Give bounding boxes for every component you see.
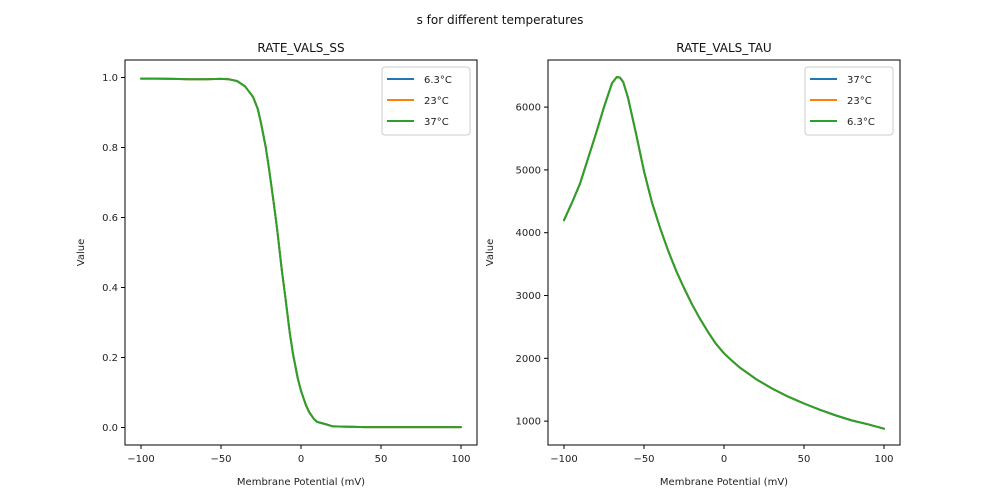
series-line-3 xyxy=(563,76,885,430)
x-tick-label: 50 xyxy=(798,454,811,465)
series-lines xyxy=(140,77,462,429)
x-tick-label: 100 xyxy=(874,454,893,465)
x-axis-label: Membrane Potential (mV) xyxy=(237,477,365,488)
y-tick-label: 0.4 xyxy=(102,283,118,294)
subplot-title: RATE_VALS_TAU xyxy=(676,41,771,55)
series-line-3 xyxy=(140,77,462,429)
y-tick-label: 6000 xyxy=(516,103,541,114)
series-lines xyxy=(563,76,885,430)
y-tick-label: 1.0 xyxy=(102,73,118,84)
y-tick-label: 3000 xyxy=(516,291,541,302)
legend: 6.3°C 23°C 37°C xyxy=(381,66,471,136)
x-tick-label: 100 xyxy=(451,454,470,465)
legend-label-2: 23°C xyxy=(847,96,872,107)
legend-box xyxy=(804,66,894,136)
legend: 37°C 23°C 6.3°C xyxy=(804,66,894,136)
subplot-title: RATE_VALS_SS xyxy=(257,41,344,55)
y-tick-label: 4000 xyxy=(516,228,541,239)
y-tick-label: 5000 xyxy=(516,165,541,176)
panels: RATE_VALS_SS −100 −50 0 50 100 0.0 0.2 0.4 0.6 0.8… xyxy=(76,41,901,488)
legend-label-3: 6.3°C xyxy=(847,117,875,128)
subplot-2: RATE_VALS_TAU −100 −50 0 50 100 1000 2000 3000 40… xyxy=(485,41,901,488)
y-tick-label: 2000 xyxy=(516,354,541,365)
y-axis-label: Value xyxy=(76,239,87,266)
x-tick-label: −50 xyxy=(210,454,231,465)
legend-label-3: 37°C xyxy=(424,117,449,128)
x-tick-label: 50 xyxy=(375,454,388,465)
y-tick-label: 1000 xyxy=(516,417,541,428)
x-tick-label: −100 xyxy=(127,454,154,465)
figure-suptitle: s for different temperatures xyxy=(417,13,584,27)
x-axis-label: Membrane Potential (mV) xyxy=(660,477,788,488)
legend-label-2: 23°C xyxy=(424,96,449,107)
y-tick-label: 0.8 xyxy=(102,143,118,154)
y-tick-label: 0.2 xyxy=(102,353,118,364)
legend-box xyxy=(381,66,471,136)
legend-label-1: 37°C xyxy=(847,75,872,86)
subplot-1: RATE_VALS_SS −100 −50 0 50 100 0.0 0.2 0.4 0.6 0.8… xyxy=(76,41,478,488)
y-tick-label: 0.6 xyxy=(102,213,118,224)
legend-label-1: 6.3°C xyxy=(424,75,452,86)
x-tick-label: −100 xyxy=(550,454,577,465)
x-tick-label: 0 xyxy=(721,454,727,465)
x-tick-label: −50 xyxy=(633,454,654,465)
x-tick-label: 0 xyxy=(298,454,304,465)
y-axis-label: Value xyxy=(485,239,496,266)
y-tick-label: 0.0 xyxy=(102,423,118,434)
